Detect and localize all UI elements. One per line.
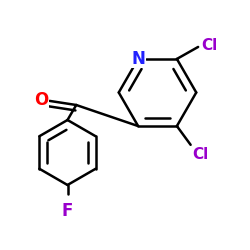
Text: O: O (34, 91, 49, 109)
Text: F: F (62, 202, 73, 220)
Text: Cl: Cl (192, 147, 208, 162)
Text: Cl: Cl (201, 38, 218, 53)
Text: N: N (131, 50, 145, 68)
